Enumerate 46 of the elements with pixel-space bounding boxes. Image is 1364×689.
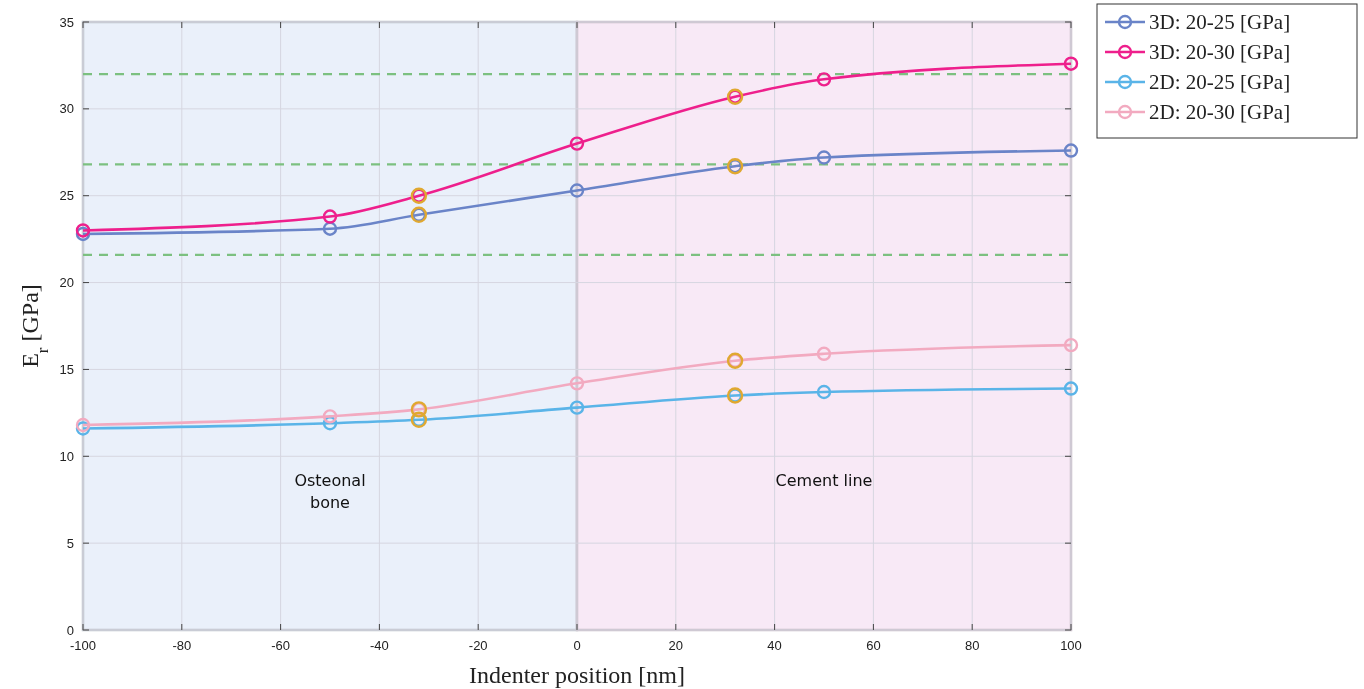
point xyxy=(322,209,338,224)
point xyxy=(816,346,832,361)
point xyxy=(75,223,91,238)
point xyxy=(816,384,832,400)
y-tick-label: 5 xyxy=(66,535,74,551)
legend-label: 2D: 20-25 [GPa] xyxy=(1149,70,1291,94)
x-tick-label: 80 xyxy=(964,638,980,653)
x-tick-label: 60 xyxy=(866,638,881,653)
x-tick-label: 0 xyxy=(573,638,581,653)
x-axis-title: Indenter position [nm] xyxy=(469,662,685,688)
point xyxy=(322,221,338,236)
band-label: Osteonal bone xyxy=(294,471,366,513)
point xyxy=(322,409,338,424)
x-tick-label: -20 xyxy=(468,638,488,653)
point xyxy=(322,416,338,431)
y-tick-label: 35 xyxy=(59,14,74,30)
x-tick-label: -100 xyxy=(69,638,97,653)
x-tick-label: 20 xyxy=(668,638,684,653)
point xyxy=(569,183,585,198)
point xyxy=(75,226,91,242)
point xyxy=(1063,381,1079,396)
point xyxy=(816,72,832,87)
y-tick-label: 10 xyxy=(59,448,74,464)
y-tick-label: 20 xyxy=(59,275,74,291)
x-tick-label: 40 xyxy=(767,638,782,653)
y-tick-label: 0 xyxy=(66,622,74,638)
point xyxy=(1063,337,1079,353)
point xyxy=(75,421,91,436)
y-tick-label: 15 xyxy=(59,361,74,377)
x-tick-label: -80 xyxy=(172,638,192,653)
legend-label: 3D: 20-25 [GPa] xyxy=(1149,10,1291,34)
legend-label: 3D: 20-30 [GPa] xyxy=(1149,40,1291,64)
x-tick-label: -40 xyxy=(370,638,389,653)
point xyxy=(1063,56,1079,71)
x-tick-label: -60 xyxy=(271,638,290,653)
point xyxy=(569,376,585,391)
band-label: Cement line xyxy=(775,471,873,491)
point xyxy=(1063,143,1079,158)
point xyxy=(569,136,585,151)
y-tick-label: 25 xyxy=(59,188,74,204)
y-tick-label: 30 xyxy=(59,101,74,117)
x-tick-label: 100 xyxy=(1060,638,1082,653)
point xyxy=(816,150,832,165)
point xyxy=(569,400,585,415)
legend-label: 2D: 20-30 [GPa] xyxy=(1149,100,1291,124)
point xyxy=(75,417,91,433)
